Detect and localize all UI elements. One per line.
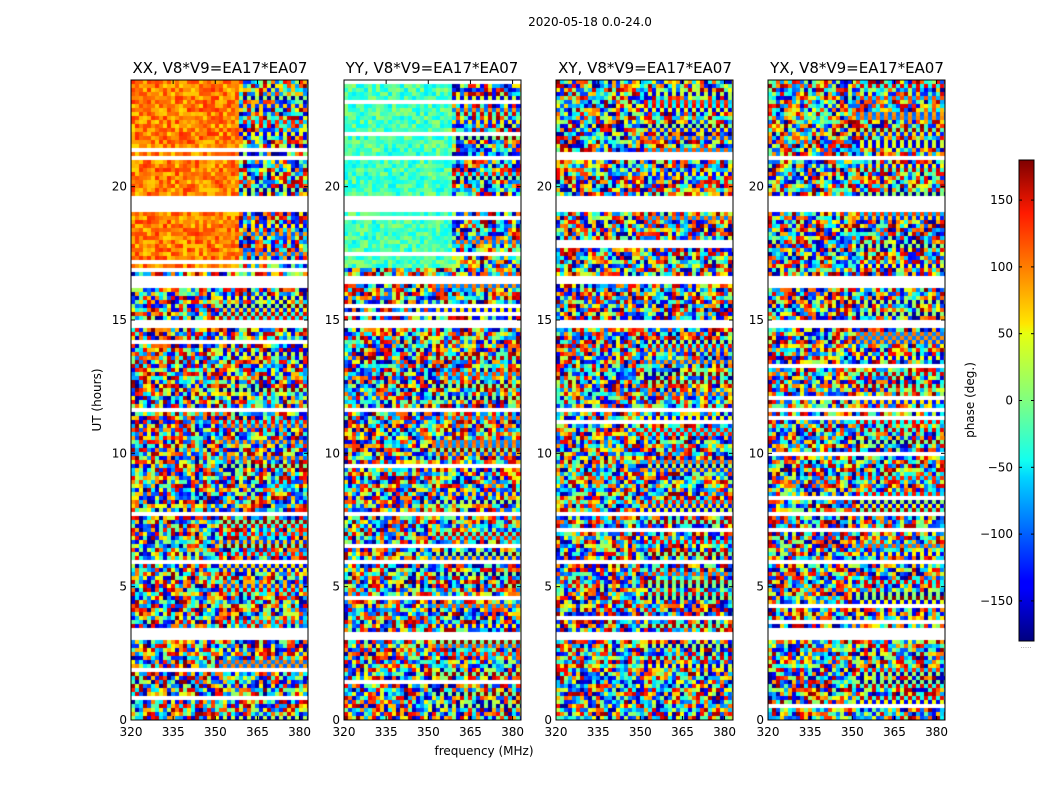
y-tick-label: 5	[544, 580, 552, 594]
colorbar-tick-label: 150	[990, 193, 1013, 207]
panel-3: 320 335 350 365 380 0 5 10 15 20	[749, 79, 948, 739]
colorbar-bottom-note: .....	[1020, 642, 1031, 650]
x-tick-label: 380	[501, 725, 524, 739]
panel-frame-3	[767, 79, 946, 721]
colorbar: −150 −100 −50 0 50 100 150 phase (deg.) .....	[963, 159, 1035, 650]
panel-0: 320 335 350 365 380 0 5 10 15 20	[112, 79, 311, 739]
y-tick-label: 10	[325, 446, 340, 460]
x-tick-label: 350	[841, 725, 864, 739]
panel-frame-0	[130, 79, 309, 721]
x-tick-label: 320	[545, 725, 568, 739]
panel-title-yy: YY, V8*V9=EA17*EA07	[345, 59, 519, 77]
panel-frame-1	[343, 79, 522, 721]
colorbar-ticks: −150 −100 −50 0 50 100 150	[980, 193, 1034, 608]
colorbar-tick-label: −100	[980, 527, 1013, 541]
panel-heatmap-0	[131, 80, 308, 720]
x-tick-label: 365	[671, 725, 694, 739]
panel-2: 320 335 350 365 380 0 5 10 15 20	[537, 79, 736, 739]
colorbar-tick-label: −50	[988, 460, 1013, 474]
x-tick-label: 350	[629, 725, 652, 739]
y-tick-label: 0	[756, 713, 764, 727]
panel-title-yx: YX, V8*V9=EA17*EA07	[769, 59, 944, 77]
x-tick-label: 335	[375, 725, 398, 739]
panels-area: 320 335 350 365 380 0 5 10 15 20 320 335 350 365 380 0 5…	[112, 79, 948, 739]
y-tick-label: 10	[112, 446, 127, 460]
x-tick-label: 335	[162, 725, 185, 739]
colorbar-tick-label: −150	[980, 594, 1013, 608]
y-tick-label: 15	[749, 313, 764, 327]
y-tick-label: 20	[537, 180, 552, 194]
colorbar-tick-label: 100	[990, 260, 1013, 274]
y-tick-label: 15	[112, 313, 127, 327]
y-axis-label: UT (hours)	[90, 368, 104, 431]
x-tick-label: 365	[459, 725, 482, 739]
y-tick-label: 20	[749, 180, 764, 194]
y-tick-label: 15	[537, 313, 552, 327]
y-tick-label: 5	[119, 580, 127, 594]
y-tick-label: 10	[749, 446, 764, 460]
y-tick-label: 5	[756, 580, 764, 594]
y-tick-label: 0	[332, 713, 340, 727]
x-tick-label: 320	[120, 725, 143, 739]
panel-heatmap-2	[556, 80, 733, 720]
panel-1: 320 335 350 365 380 0 5 10 15 20	[325, 79, 524, 739]
x-tick-label: 320	[333, 725, 356, 739]
x-tick-label: 380	[288, 725, 311, 739]
panel-title-xx: XX, V8*V9=EA17*EA07	[133, 59, 308, 77]
x-tick-label: 365	[246, 725, 269, 739]
x-axis-label: frequency (MHz)	[434, 744, 533, 758]
x-tick-label: 365	[883, 725, 906, 739]
y-tick-label: 20	[112, 180, 127, 194]
y-tick-label: 0	[544, 713, 552, 727]
colorbar-tick-label: 0	[1005, 394, 1013, 408]
colorbar-label: phase (deg.)	[963, 362, 977, 438]
panel-frame-2	[555, 79, 734, 721]
panel-title-xy: XY, V8*V9=EA17*EA07	[558, 59, 732, 77]
panel-heatmap-1	[344, 80, 521, 720]
y-tick-label: 10	[537, 446, 552, 460]
x-tick-label: 380	[713, 725, 736, 739]
x-tick-label: 335	[799, 725, 822, 739]
y-tick-label: 15	[325, 313, 340, 327]
y-tick-label: 5	[332, 580, 340, 594]
x-tick-label: 320	[757, 725, 780, 739]
y-tick-label: 0	[119, 713, 127, 727]
x-tick-label: 350	[417, 725, 440, 739]
colorbar-tick-label: 50	[998, 327, 1013, 341]
x-tick-label: 350	[204, 725, 227, 739]
x-tick-label: 335	[587, 725, 610, 739]
x-tick-label: 380	[925, 725, 948, 739]
figure-suptitle: 2020-05-18 0.0-24.0	[528, 15, 652, 29]
panel-heatmap-3	[768, 80, 945, 720]
y-tick-label: 20	[325, 180, 340, 194]
